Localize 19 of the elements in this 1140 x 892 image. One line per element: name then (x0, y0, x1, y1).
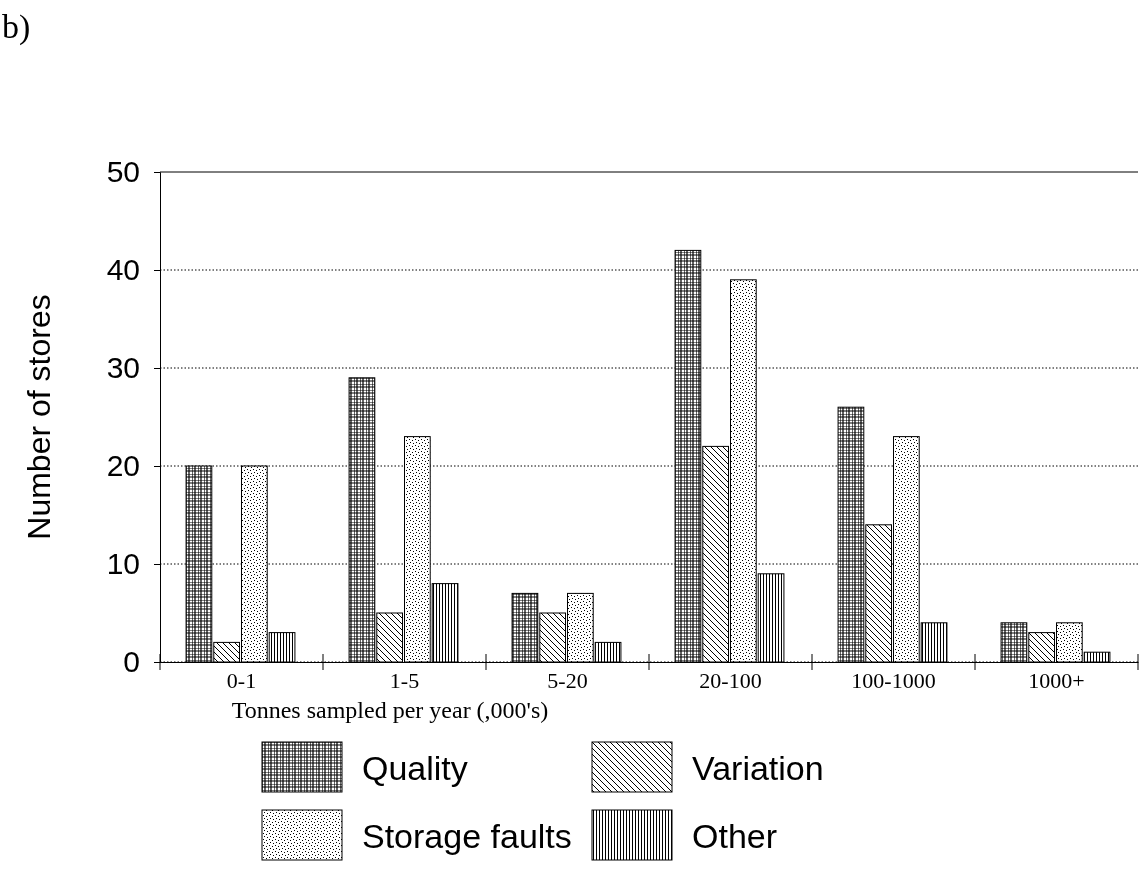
legend-label: Other (692, 817, 778, 855)
y-tick-label: 30 (106, 351, 140, 385)
y-tick-label: 20 (106, 449, 140, 483)
y-tick-label: 10 (106, 547, 140, 581)
x-tick-label: 5-20 (547, 667, 588, 693)
y-tick-label: 50 (106, 155, 140, 189)
x-tick-label: 1-5 (389, 667, 420, 693)
legend-label: Variation (692, 749, 824, 787)
y-axis-title: Number of stores (21, 294, 57, 540)
text: b) (2, 8, 31, 46)
x-tick-label: 100-1000 (851, 667, 936, 693)
x-tick-label: 0-1 (226, 667, 257, 693)
x-tick-label: 1000+ (1028, 667, 1085, 693)
legend-label: Storage faults (362, 817, 572, 855)
x-tick-label: 20-100 (699, 667, 762, 693)
y-tick-label: 40 (106, 253, 140, 287)
x-axis-title: Tonnes sampled per year (,000's) (231, 697, 549, 723)
legend-label: Quality (362, 749, 468, 787)
y-tick-label: 0 (123, 645, 140, 679)
